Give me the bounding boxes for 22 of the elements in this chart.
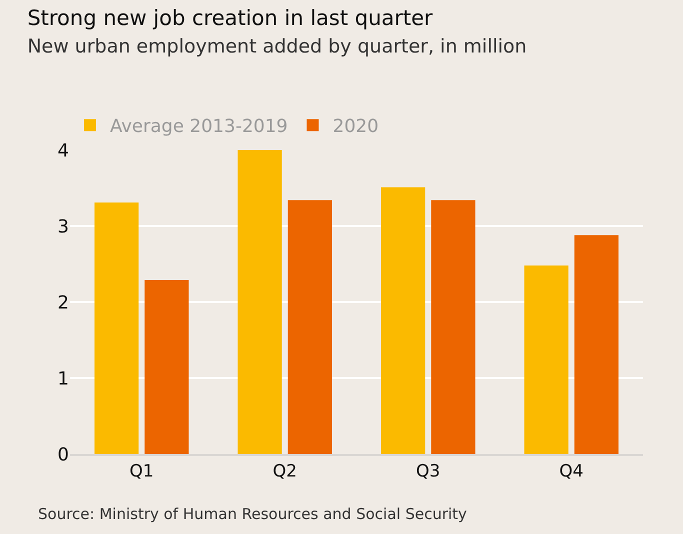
y-tick-label: 2 <box>58 292 69 314</box>
x-tick-label: Q4 <box>559 461 584 482</box>
bar <box>381 187 426 454</box>
y-tick-label: 3 <box>58 216 69 238</box>
bar <box>288 200 332 454</box>
legend-label: Average 2013-2019 <box>110 116 288 138</box>
bar <box>94 202 139 454</box>
bar <box>574 235 618 454</box>
x-tick-label: Q1 <box>130 461 154 482</box>
source-note: Source: Ministry of Human Resources and Social Security <box>38 505 468 523</box>
bar <box>524 266 568 454</box>
x-tick-label: Q3 <box>416 461 440 482</box>
bar <box>238 150 282 454</box>
y-tick-label: 0 <box>58 444 69 466</box>
x-tick-label: Q2 <box>272 461 297 482</box>
legend-label: 2020 <box>332 116 379 138</box>
y-tick-label: 1 <box>58 368 69 390</box>
y-tick-label: 4 <box>58 140 69 162</box>
bar <box>431 200 476 454</box>
chart-title: Strong new job creation in last quarter <box>27 6 434 30</box>
chart-subtitle: New urban employment added by quarter, in million <box>27 36 527 58</box>
bar <box>144 280 189 454</box>
